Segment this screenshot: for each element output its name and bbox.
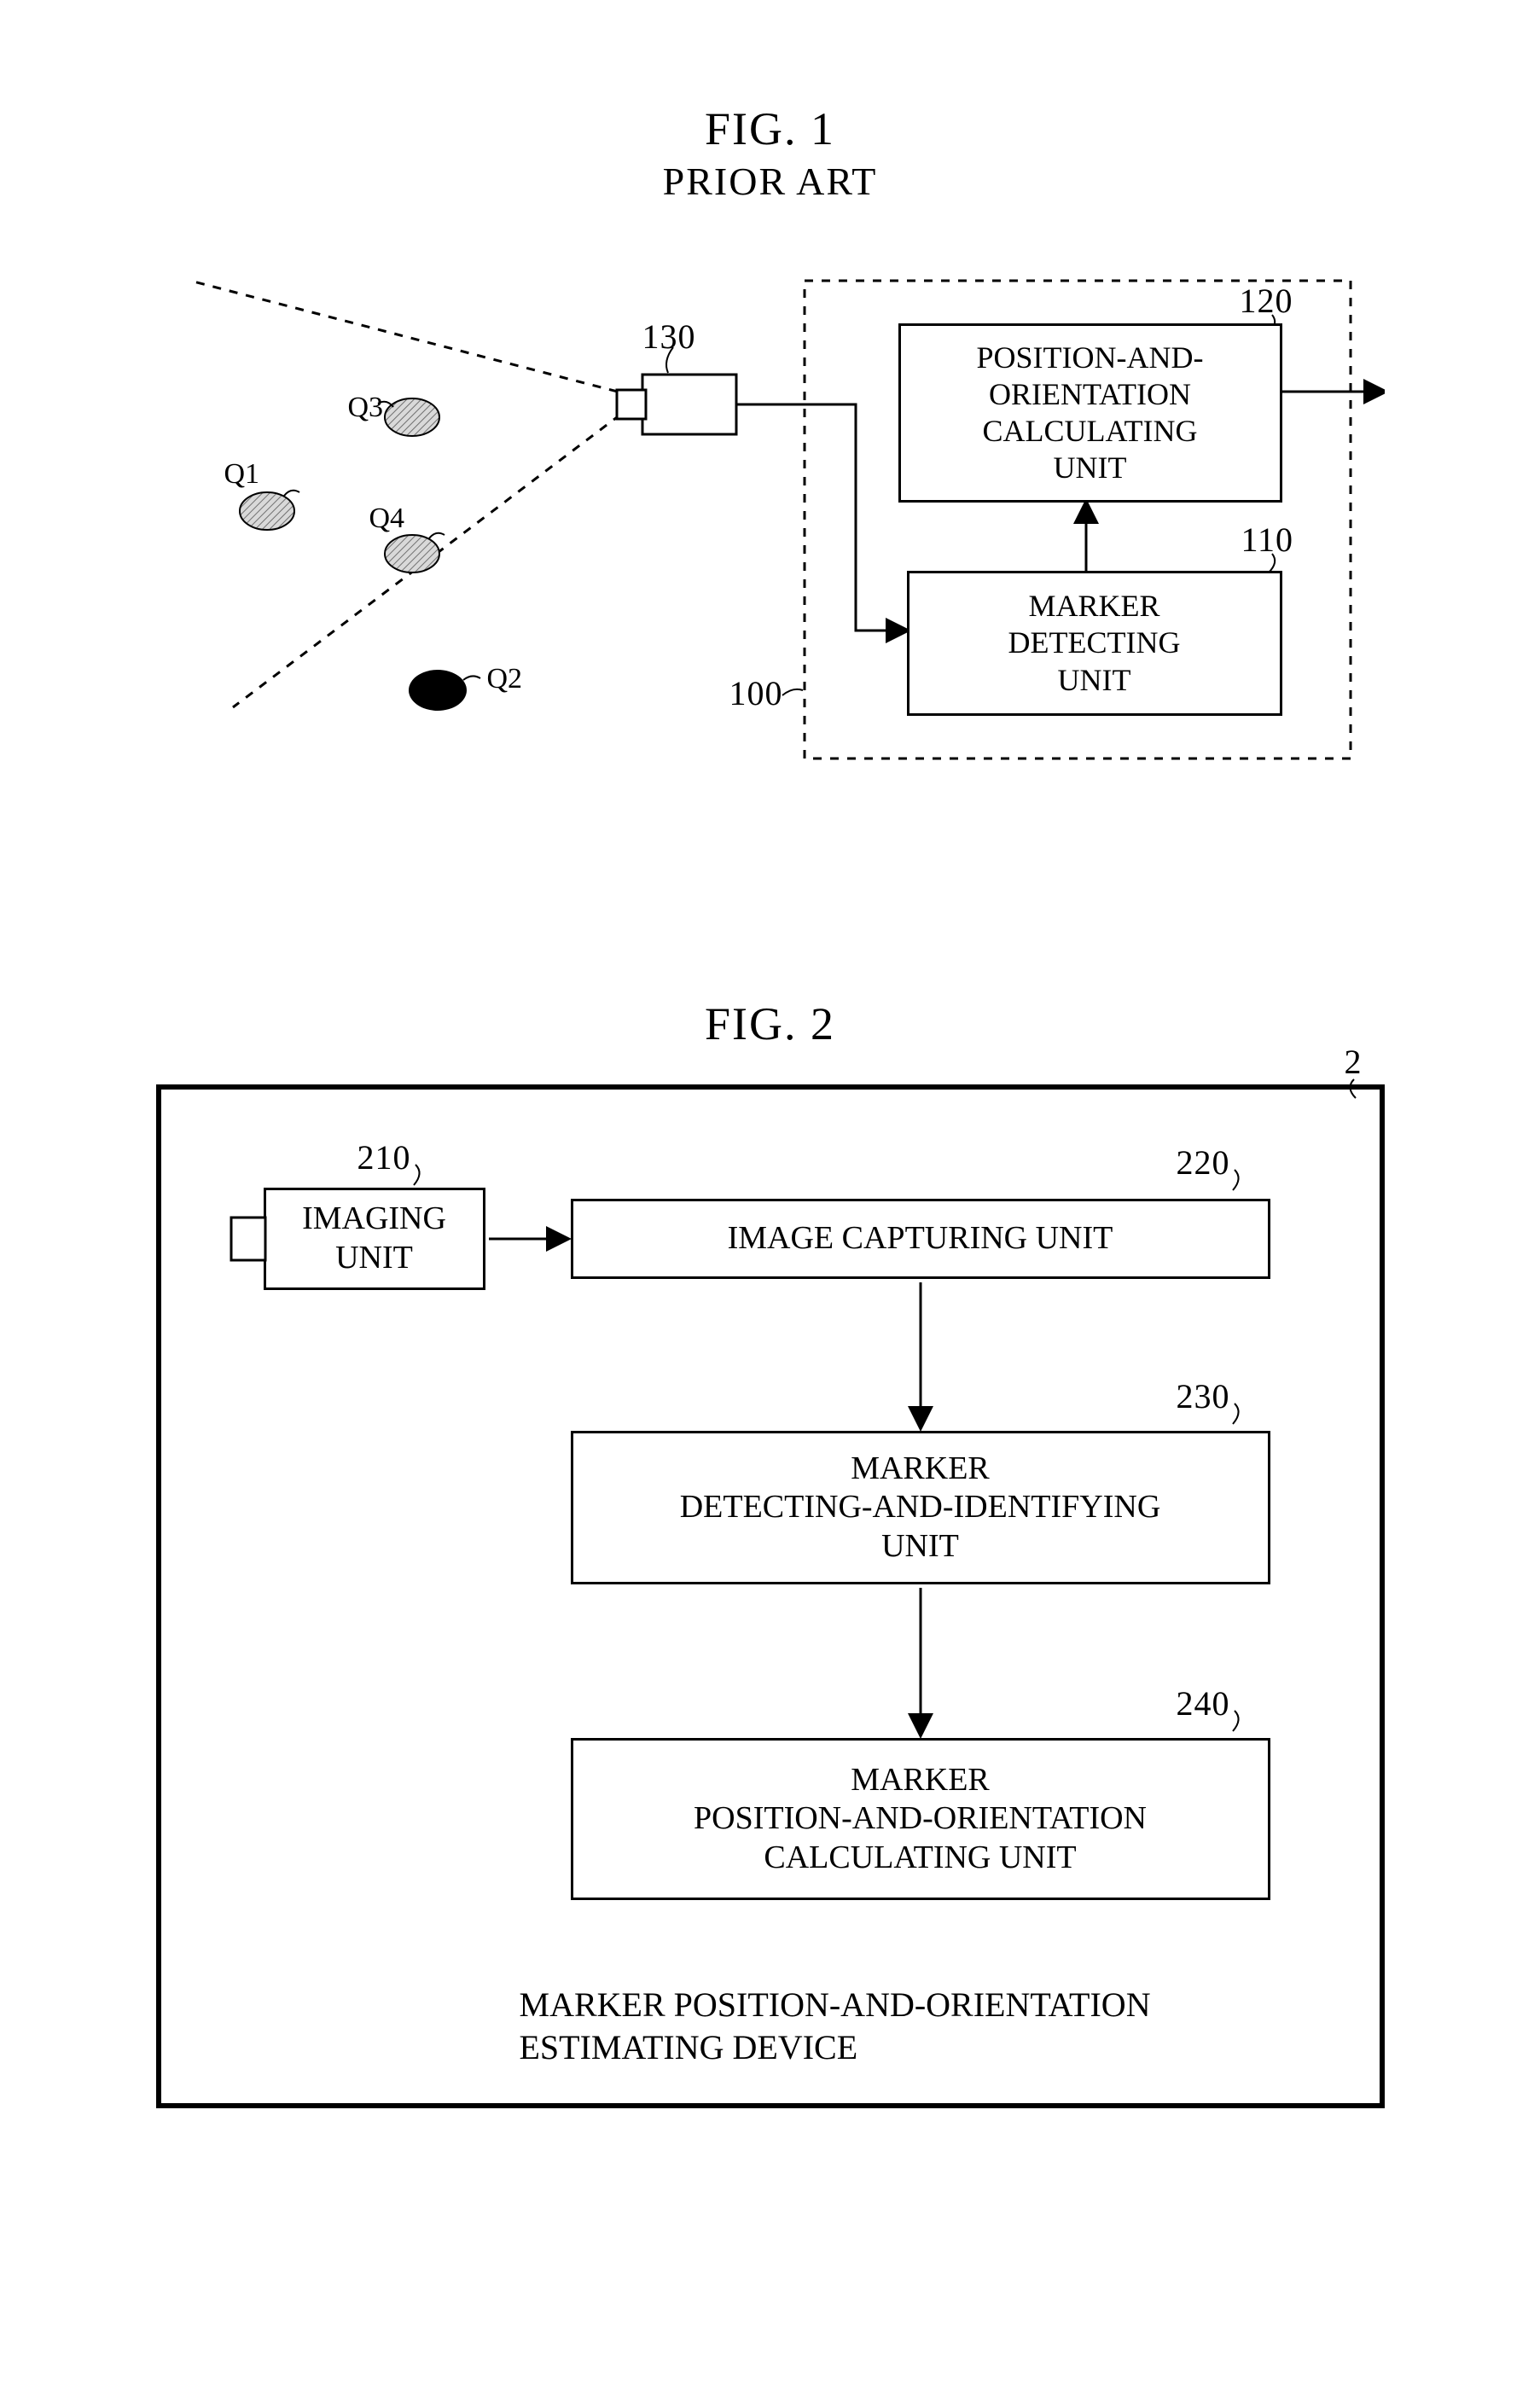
fig1-drawing: Q3 Q1 Q4 Q2 130 100 120 110 POSITION-AND…	[156, 230, 1385, 827]
ref-210: 210	[357, 1137, 411, 1177]
fig2-caption: MARKER POSITION-AND-ORIENTATION ESTIMATI…	[520, 1984, 1151, 2069]
ref-230-leader	[1228, 1400, 1262, 1434]
ref-100: 100	[729, 673, 783, 713]
ref-240: 240	[1177, 1683, 1230, 1723]
marker-q2	[409, 670, 467, 711]
marker-q1	[240, 492, 294, 530]
box-120: POSITION-AND- ORIENTATION CALCULATING UN…	[898, 323, 1282, 503]
ref-210-leader	[409, 1161, 443, 1195]
ref-110: 110	[1241, 520, 1294, 560]
fig2-device-box: 2 IMAGING UNIT 210 IMAGE CAPTURING UNIT …	[156, 1084, 1385, 2108]
label-q4: Q4	[369, 503, 405, 535]
ref-120: 120	[1240, 281, 1293, 321]
label-q2: Q2	[487, 663, 523, 695]
box-240: MARKER POSITION-AND-ORIENTATION CALCULAT…	[571, 1738, 1270, 1900]
ref-220: 220	[1177, 1142, 1230, 1183]
fig1-title: FIG. 1	[154, 102, 1386, 155]
ref-130: 130	[642, 317, 696, 357]
marker-q4	[385, 535, 439, 573]
box-210: IMAGING UNIT	[264, 1188, 485, 1290]
fig1-svg	[156, 230, 1385, 827]
box-230: MARKER DETECTING-AND-IDENTIFYING UNIT	[571, 1431, 1270, 1584]
ref-230: 230	[1177, 1376, 1230, 1416]
page: FIG. 1 PRIOR ART	[0, 0, 1540, 2211]
camera-icon	[617, 375, 736, 434]
fig2-title: FIG. 2	[154, 997, 1386, 1050]
imaging-lens-stub	[228, 1209, 270, 1269]
label-q3: Q3	[348, 392, 384, 424]
marker-q3	[385, 398, 439, 436]
label-q1: Q1	[224, 458, 260, 491]
fig1-subtitle: PRIOR ART	[154, 159, 1386, 204]
ref-220-leader	[1228, 1166, 1262, 1200]
box-220: IMAGE CAPTURING UNIT	[571, 1199, 1270, 1279]
ref-240-leader	[1228, 1707, 1262, 1741]
box-110: MARKER DETECTING UNIT	[907, 571, 1282, 716]
ref-2-leader	[1320, 1074, 1371, 1125]
